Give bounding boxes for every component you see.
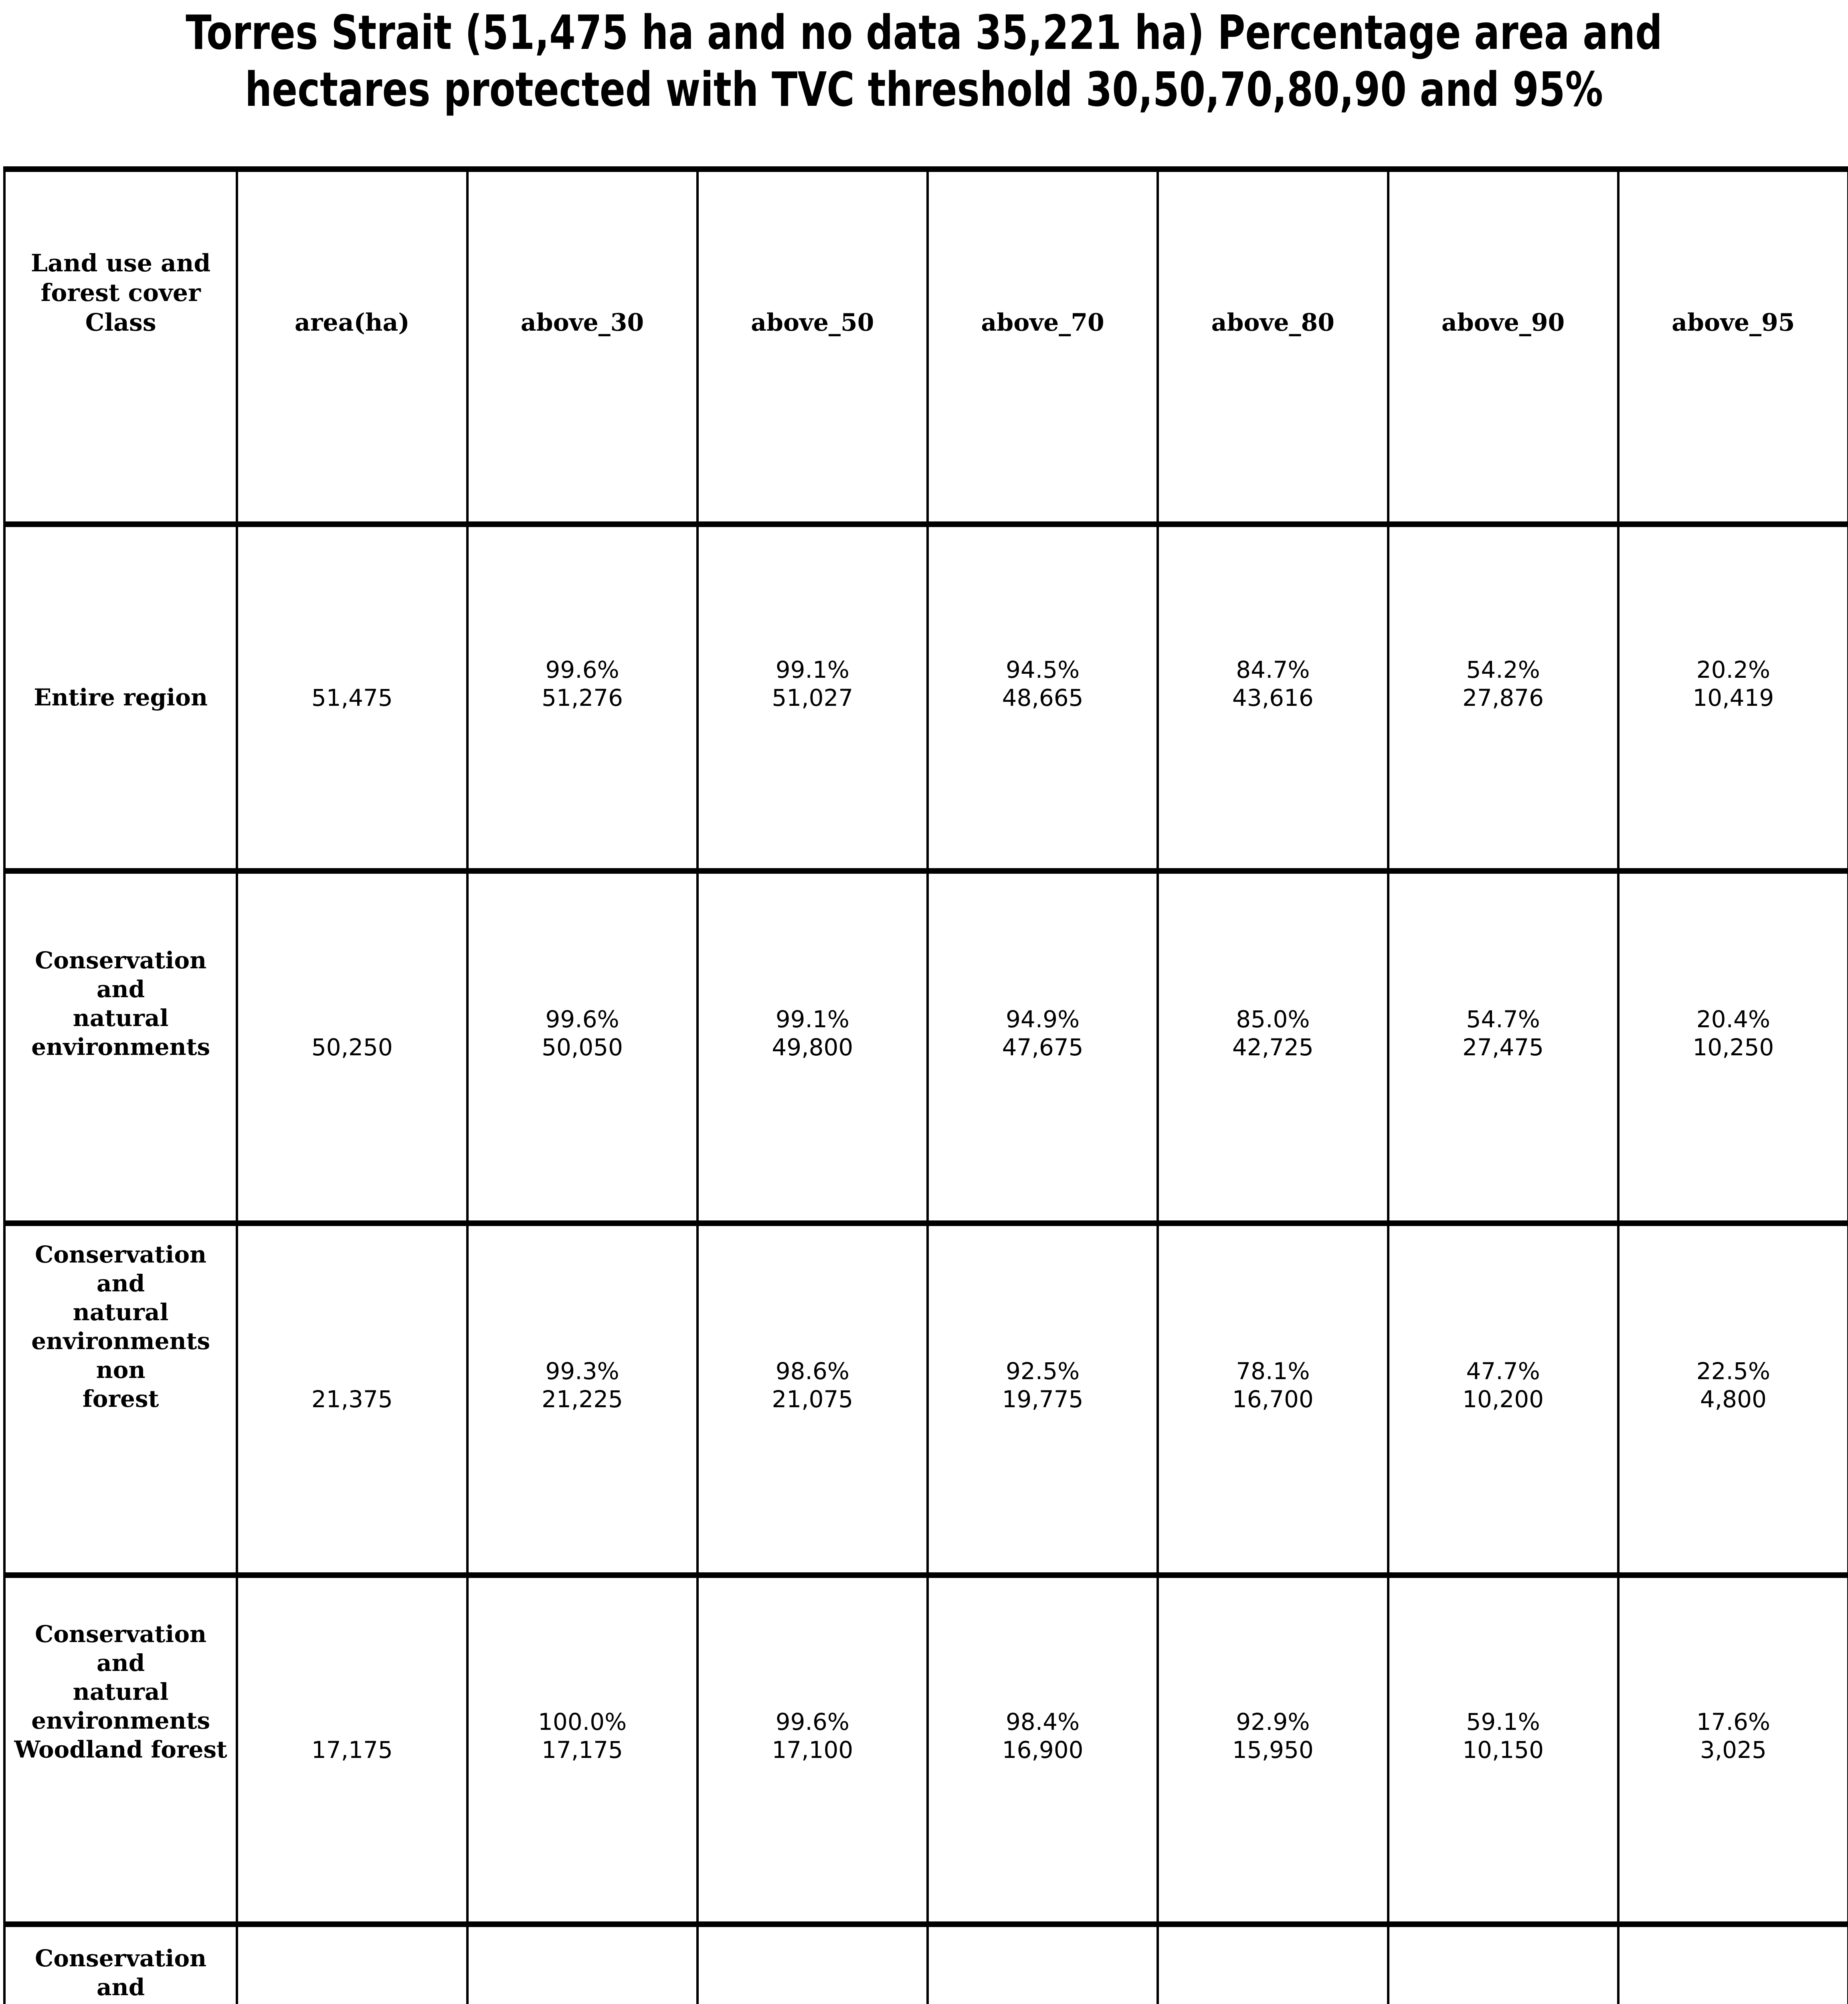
value-cell: 17.6% 3,025 xyxy=(1617,1572,1847,1921)
row-label: Conservation and natural environments no… xyxy=(6,1220,236,1572)
header-above-70: above_70 xyxy=(926,172,1157,521)
value-cell: 94.0%11,000 xyxy=(926,1921,1157,2004)
page-title: Torres Strait (51,475 ha and no data 35,… xyxy=(186,5,1662,117)
area-cell: 11,700 xyxy=(236,1921,466,2004)
row-label: Entire region xyxy=(6,521,236,868)
tvc-threshold-table: Land use and forest cover Class area(ha)… xyxy=(3,166,1848,2004)
value-cell: 100.0% 17,175 xyxy=(466,1572,696,1921)
value-cell: 99.6% 51,276 xyxy=(466,521,696,868)
row-label: Conservation and natural environments xyxy=(6,868,236,1220)
value-cell: 85.0% 42,725 xyxy=(1157,868,1387,1220)
value-cell: 99.6% 17,100 xyxy=(696,1572,926,1921)
value-cell: 99.6%11,650 xyxy=(466,1921,696,2004)
area-cell: 17,175 xyxy=(236,1572,466,1921)
value-cell: 94.9% 47,675 xyxy=(926,868,1157,1220)
area-cell: 51,475 xyxy=(236,521,466,868)
header-area-ha: area(ha) xyxy=(236,172,466,521)
value-cell: 78.1% 16,700 xyxy=(1157,1220,1387,1572)
row-label: Conservation and natural environments Fo… xyxy=(6,1921,236,2004)
header-above-80: above_80 xyxy=(1157,172,1387,521)
value-cell: 99.3% 21,225 xyxy=(466,1220,696,1572)
value-cell: 20.2% 10,419 xyxy=(1617,521,1847,868)
value-cell: 92.9% 15,950 xyxy=(1157,1572,1387,1921)
value-cell: 59.1% 10,150 xyxy=(1387,1572,1617,1921)
row-label: Conservation and natural environments Wo… xyxy=(6,1572,236,1921)
value-cell: 98.4% 16,900 xyxy=(926,1572,1157,1921)
header-above-90: above_90 xyxy=(1387,172,1617,521)
value-cell: 86.1%10,075 xyxy=(1157,1921,1387,2004)
value-cell: 54.2% 27,876 xyxy=(1387,521,1617,868)
value-cell: 60.9%7,125 xyxy=(1387,1921,1617,2004)
value-cell: 99.6% 50,050 xyxy=(466,868,696,1220)
value-cell: 20.4% 10,250 xyxy=(1617,868,1847,1220)
header-above-50: above_50 xyxy=(696,172,926,521)
value-cell: 20.7%2,425 xyxy=(1617,1921,1847,2004)
value-cell: 47.7% 10,200 xyxy=(1387,1220,1617,1572)
value-cell: 54.7% 27,475 xyxy=(1387,868,1617,1220)
value-cell: 92.5% 19,775 xyxy=(926,1220,1157,1572)
header-land-use-class: Land use and forest cover Class xyxy=(30,249,211,337)
value-cell: 99.4%11,625 xyxy=(696,1921,926,2004)
value-cell: 99.1% 51,027 xyxy=(696,521,926,868)
header-above-95: above_95 xyxy=(1617,172,1847,521)
value-cell: 22.5% 4,800 xyxy=(1617,1220,1847,1572)
value-cell: 98.6% 21,075 xyxy=(696,1220,926,1572)
value-cell: 94.5% 48,665 xyxy=(926,521,1157,868)
value-cell: 99.1% 49,800 xyxy=(696,868,926,1220)
area-cell: 21,375 xyxy=(236,1220,466,1572)
value-cell: 84.7% 43,616 xyxy=(1157,521,1387,868)
area-cell: 50,250 xyxy=(236,868,466,1220)
header-above-30: above_30 xyxy=(466,172,696,521)
